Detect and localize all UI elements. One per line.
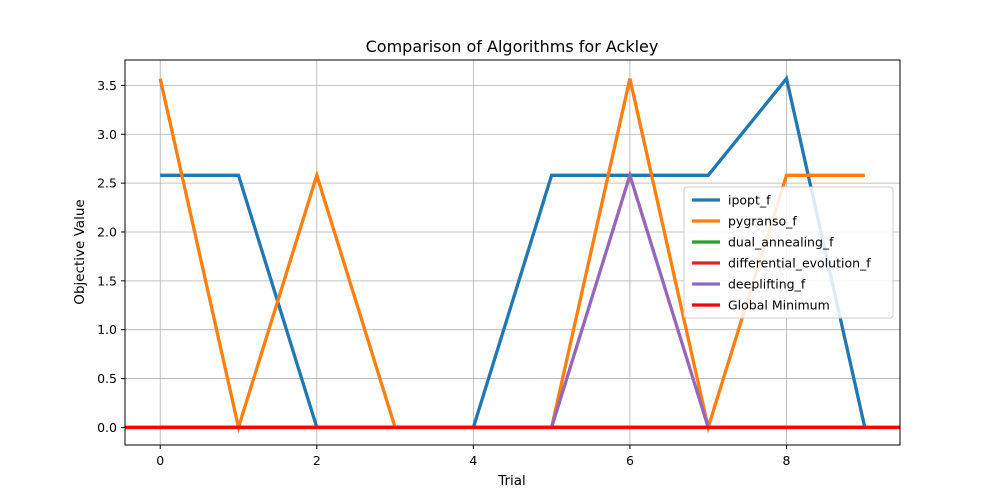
x-axis-label: Trial [497,473,526,489]
y-tick-label: 1.0 [97,322,117,337]
chart-title: Comparison of Algorithms for Ackley [366,37,659,56]
y-axis-label: Objective Value [72,199,88,304]
y-ticks: 0.0 0.5 1.0 1.5 2.0 2.5 3.0 3.5 [97,78,125,435]
y-tick-label: 2.0 [97,224,117,239]
legend-label: differential_evolution_f [728,256,871,271]
y-tick-label: 1.5 [97,273,117,288]
legend-label: dual_annealing_f [728,235,834,250]
legend-box [683,186,894,319]
y-tick-label: 3.0 [97,127,117,142]
legend-label: ipopt_f [728,193,771,208]
y-tick-label: 3.5 [97,78,117,93]
y-tick-label: 2.5 [97,176,117,191]
y-tick-label: 0.5 [97,371,117,386]
legend-label: Global Minimum [728,298,830,313]
x-tick-label: 6 [626,453,634,468]
x-tick-label: 8 [783,453,791,468]
legend-label: deeplifting_f [728,277,806,292]
x-ticks: 0 2 4 6 8 [156,445,791,468]
y-tick-label: 0.0 [97,420,117,435]
x-tick-label: 4 [469,453,477,468]
plot-frame [124,59,901,446]
x-tick-label: 0 [156,453,164,468]
legend: ipopt_f pygranso_f dual_annealing_fdiffere… [683,186,894,319]
legend-label: pygranso_f [728,214,797,229]
x-tick-label: 2 [313,453,321,468]
